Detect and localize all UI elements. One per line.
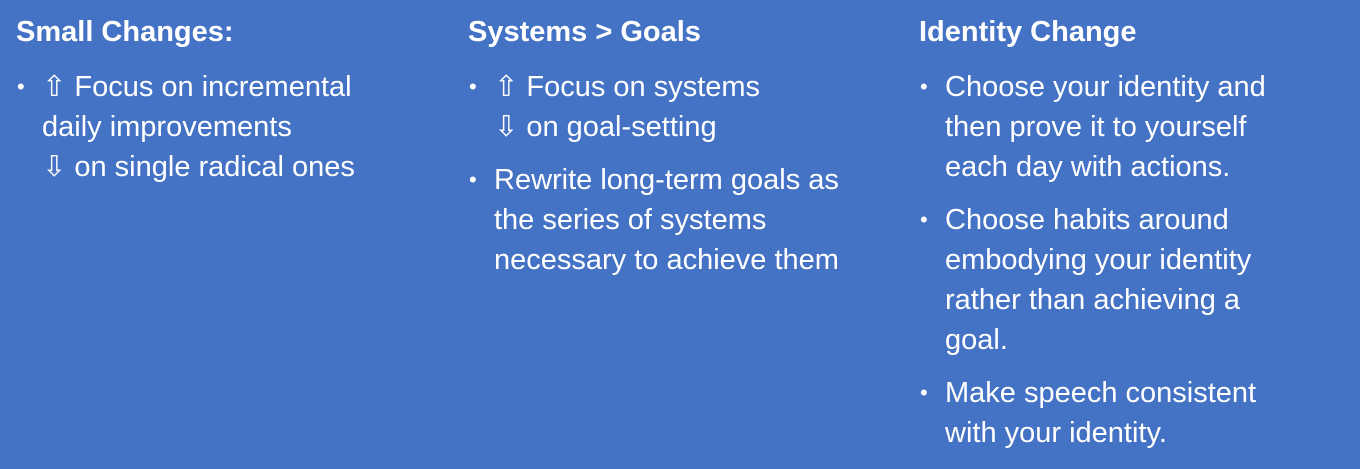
bullet-text-line: with your identity. [945, 417, 1167, 449]
bullet-text-line: Rewrite long-term goals as [494, 164, 839, 196]
column-identity-change: Identity Change • Choose your identity a… [919, 14, 1349, 466]
column-title: Systems > Goals [468, 16, 701, 48]
bullet-text-line: goal. [945, 324, 1008, 356]
bullet-text-line: ⇧ Focus on incremental [42, 71, 352, 103]
bullet-item: • Choose habits around embodying your id… [919, 200, 1349, 360]
bullet-dot-icon: • [920, 207, 928, 232]
bullet-text-line: embodying your identity [945, 244, 1252, 276]
bullet-item: • Rewrite long-term goals as the series … [468, 160, 908, 280]
bullet-item: • ⇧ Focus on incremental daily improveme… [16, 67, 446, 187]
bullet-text-line: ⇧ Focus on systems [494, 71, 761, 103]
bullet-text-line: ⇩ on goal-setting [494, 111, 717, 143]
bullet-list: • ⇧ Focus on systems ⇩ on goal-setting •… [468, 67, 908, 280]
bullet-dot-icon: • [920, 380, 928, 405]
bullet-text-line: necessary to achieve them [494, 244, 839, 276]
column-title: Small Changes: [16, 16, 234, 48]
bullet-text-line: Make speech consistent [945, 377, 1257, 409]
column-small-changes: Small Changes: • ⇧ Focus on incremental … [16, 14, 446, 200]
bullet-text-line: ⇩ on single radical ones [42, 151, 355, 183]
column-title: Identity Change [919, 16, 1137, 48]
column-systems-goals: Systems > Goals • ⇧ Focus on systems ⇩ o… [468, 14, 908, 293]
bullet-text-line: then prove it to yourself [945, 111, 1247, 143]
bullet-item: • ⇧ Focus on systems ⇩ on goal-setting [468, 67, 908, 147]
bullet-list: • ⇧ Focus on incremental daily improveme… [16, 67, 446, 187]
bullet-text-line: rather than achieving a [945, 284, 1241, 316]
bullet-dot-icon: • [469, 167, 477, 192]
bullet-dot-icon: • [17, 74, 25, 99]
bullet-text-line: Choose habits around [945, 204, 1229, 236]
bullet-dot-icon: • [920, 74, 928, 99]
bullet-text-line: each day with actions. [945, 151, 1231, 183]
bullet-text-line: Choose your identity and [945, 71, 1266, 103]
bullet-text-line: the series of systems [494, 204, 767, 236]
bullet-list: • Choose your identity and then prove it… [919, 67, 1349, 453]
bullet-text-line: daily improvements [42, 111, 292, 143]
bullet-dot-icon: • [469, 74, 477, 99]
bullet-item: • Make speech consistent with your ident… [919, 373, 1349, 453]
bullet-item: • Choose your identity and then prove it… [919, 67, 1349, 187]
